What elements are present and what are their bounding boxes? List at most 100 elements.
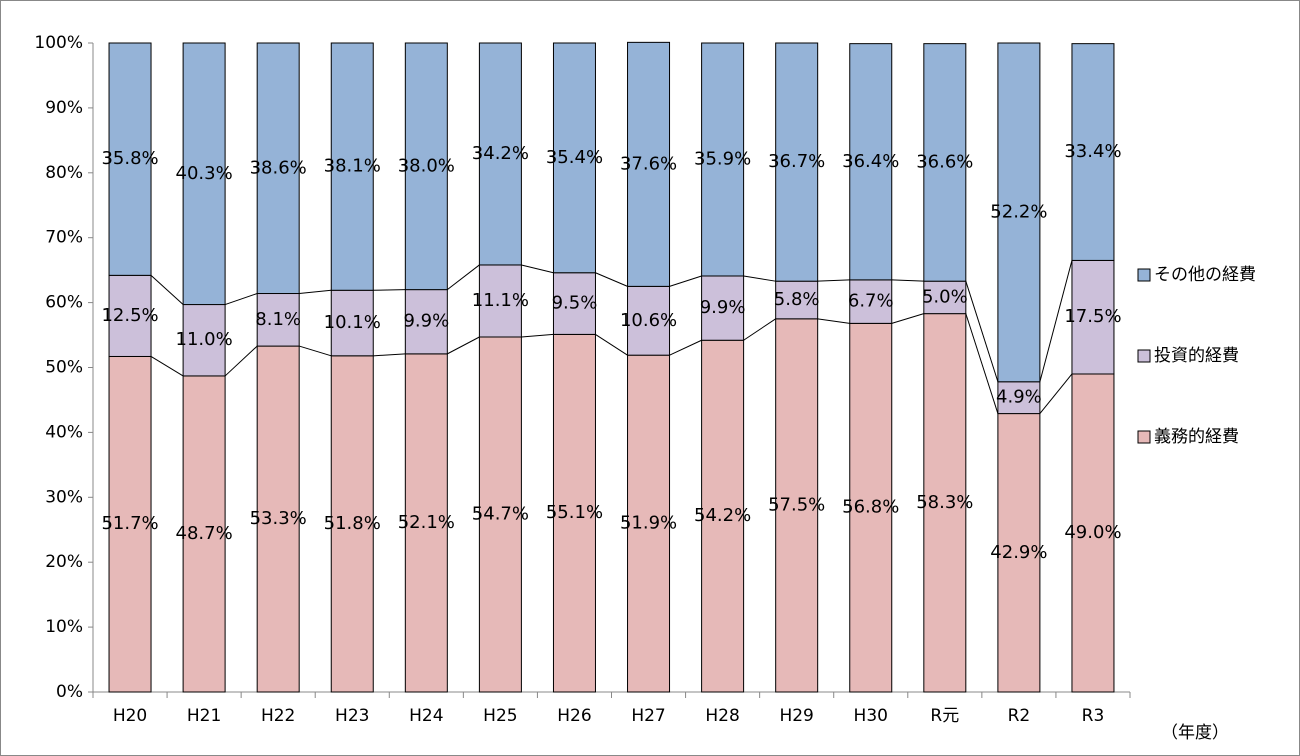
bar-segment bbox=[108, 355, 152, 693]
value-label: 5.0% bbox=[922, 286, 968, 307]
series-line bbox=[224, 293, 258, 306]
series-line bbox=[817, 279, 850, 282]
series-line bbox=[965, 281, 999, 382]
y-tick-label: 40% bbox=[45, 422, 83, 442]
series-line bbox=[224, 345, 258, 377]
bar-segment bbox=[108, 274, 152, 357]
bar-segment bbox=[256, 293, 300, 347]
bar-segment bbox=[330, 289, 374, 357]
legend-label: 投資的経費 bbox=[1154, 346, 1239, 366]
x-tick-label: R3 bbox=[1082, 706, 1105, 726]
series-line bbox=[595, 333, 628, 356]
y-tick-label: 10% bbox=[45, 617, 83, 637]
value-label: 51.8% bbox=[324, 513, 381, 534]
value-label: 36.7% bbox=[768, 151, 825, 172]
bar-segment bbox=[627, 41, 671, 287]
bar-segment bbox=[552, 272, 596, 335]
x-tick-label: H26 bbox=[557, 706, 591, 726]
series-line bbox=[743, 275, 776, 282]
series-line bbox=[1039, 373, 1073, 414]
series-line bbox=[299, 289, 332, 295]
bar-segment bbox=[775, 42, 819, 282]
bar-segment bbox=[923, 313, 967, 693]
bar-segment bbox=[701, 275, 745, 341]
value-label: 35.8% bbox=[101, 148, 158, 169]
series-line bbox=[669, 339, 702, 356]
value-label: 38.0% bbox=[398, 155, 455, 176]
series-line bbox=[521, 333, 554, 338]
legend-label: その他の経費 bbox=[1154, 265, 1256, 285]
x-tick-label: H23 bbox=[335, 706, 369, 726]
value-label: 53.3% bbox=[250, 508, 307, 529]
bar-segment bbox=[404, 353, 448, 693]
value-label: 40.3% bbox=[176, 163, 233, 184]
bar-segment bbox=[997, 413, 1041, 693]
x-tick-label: H25 bbox=[483, 706, 517, 726]
legend-swatch bbox=[1137, 430, 1151, 444]
bar-segment bbox=[256, 42, 300, 295]
x-tick-label: H21 bbox=[187, 706, 221, 726]
value-label: 5.8% bbox=[774, 289, 820, 310]
bar-segment bbox=[330, 42, 374, 291]
bar-segment bbox=[182, 304, 226, 377]
y-tick-label: 30% bbox=[45, 487, 83, 507]
value-label: 33.4% bbox=[1064, 141, 1121, 162]
bar-segment bbox=[404, 289, 448, 355]
series-line bbox=[373, 289, 406, 291]
bar-segment bbox=[1071, 373, 1115, 693]
bar-segment bbox=[997, 381, 1041, 415]
bar-segment bbox=[552, 42, 596, 274]
series-line bbox=[891, 279, 924, 282]
bar-segment bbox=[701, 339, 745, 693]
value-label: 6.7% bbox=[848, 291, 894, 312]
value-label: 37.6% bbox=[620, 153, 677, 174]
y-tick-label: 50% bbox=[45, 358, 83, 378]
value-label: 9.9% bbox=[403, 311, 449, 332]
value-label: 10.1% bbox=[324, 312, 381, 333]
bar-segment bbox=[997, 42, 1041, 383]
bar-segment bbox=[108, 42, 152, 276]
y-tick-label: 80% bbox=[45, 163, 83, 183]
series-line bbox=[299, 345, 332, 357]
bar-segment bbox=[775, 318, 819, 693]
value-label: 9.5% bbox=[552, 293, 598, 314]
x-tick-label: H29 bbox=[779, 706, 813, 726]
bar-segment bbox=[849, 322, 893, 693]
legend-label: 義務的経費 bbox=[1154, 427, 1239, 447]
series-line bbox=[595, 272, 628, 287]
y-tick-label: 0% bbox=[56, 682, 83, 702]
x-tick-label: H24 bbox=[409, 706, 443, 726]
value-label: 11.0% bbox=[176, 329, 233, 350]
legend-swatch bbox=[1137, 349, 1151, 363]
value-label: 49.0% bbox=[1064, 522, 1121, 543]
bar-segment bbox=[849, 43, 893, 281]
x-tick-label: H27 bbox=[631, 706, 665, 726]
bar-segment bbox=[923, 43, 967, 282]
bar-segment bbox=[849, 279, 893, 324]
x-tick-label: R元 bbox=[930, 706, 959, 726]
series-line bbox=[447, 264, 480, 291]
x-tick-label: H30 bbox=[854, 706, 888, 726]
value-label: 36.6% bbox=[916, 151, 973, 172]
value-label: 36.4% bbox=[842, 151, 899, 172]
series-line bbox=[891, 313, 924, 324]
value-label: 51.9% bbox=[620, 513, 677, 534]
value-label: 34.2% bbox=[472, 143, 529, 164]
bar-segment bbox=[182, 375, 226, 693]
value-label: 57.5% bbox=[768, 494, 825, 515]
value-label: 17.5% bbox=[1064, 306, 1121, 327]
bar-segment bbox=[1071, 259, 1115, 375]
value-label: 55.1% bbox=[546, 502, 603, 523]
series-line bbox=[669, 275, 702, 287]
bar-segment bbox=[775, 280, 819, 320]
x-tick-label: H28 bbox=[705, 706, 739, 726]
value-label: 54.2% bbox=[694, 505, 751, 526]
x-tick-label: H20 bbox=[113, 706, 147, 726]
series-line bbox=[150, 356, 184, 377]
value-label: 9.9% bbox=[700, 297, 746, 318]
series-line bbox=[150, 274, 184, 305]
value-label: 52.1% bbox=[398, 512, 455, 533]
series-line bbox=[1039, 260, 1073, 382]
series-line bbox=[373, 353, 406, 357]
